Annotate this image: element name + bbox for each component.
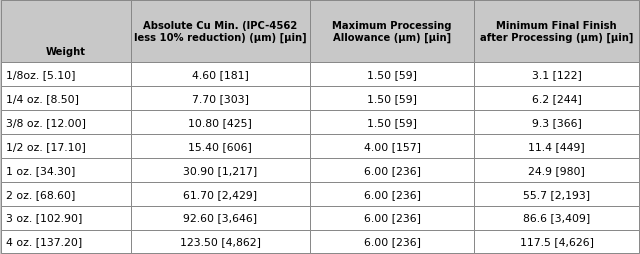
Text: 86.6 [3,409]: 86.6 [3,409] [523,213,590,223]
Bar [131,158,310,182]
Bar [310,134,474,158]
Bar [474,110,639,134]
Bar [131,182,310,206]
Text: 30.90 [1,217]: 30.90 [1,217] [183,165,257,175]
Text: 4 oz. [137.20]: 4 oz. [137.20] [6,236,83,247]
Bar [1,230,131,253]
Bar [1,63,131,87]
Text: Absolute Cu Min. (IPC-4562
less 10% reduction) (μm) [μin]: Absolute Cu Min. (IPC-4562 less 10% redu… [134,21,307,43]
Bar [474,230,639,253]
Bar [310,63,474,87]
Text: 6.00 [236]: 6.00 [236] [364,213,420,223]
Text: Minimum Final Finish
after Processing (μm) [μin]: Minimum Final Finish after Processing (μ… [480,21,633,43]
Bar [1,1,131,63]
Text: 1/4 oz. [8.50]: 1/4 oz. [8.50] [6,93,79,103]
Text: 10.80 [425]: 10.80 [425] [188,117,252,127]
Text: 61.70 [2,429]: 61.70 [2,429] [183,189,257,199]
Text: 7.70 [303]: 7.70 [303] [192,93,249,103]
Text: 92.60 [3,646]: 92.60 [3,646] [183,213,257,223]
Bar [310,1,474,63]
Bar [131,110,310,134]
Bar [310,230,474,253]
Text: 1.50 [59]: 1.50 [59] [367,117,417,127]
Text: 24.9 [980]: 24.9 [980] [528,165,585,175]
Bar [131,1,310,63]
Text: 6.00 [236]: 6.00 [236] [364,236,420,247]
Text: 3.1 [122]: 3.1 [122] [532,70,582,80]
Bar [1,110,131,134]
Bar [1,87,131,110]
Bar [474,206,639,230]
Bar [1,158,131,182]
Bar [131,134,310,158]
Text: 9.3 [366]: 9.3 [366] [532,117,582,127]
Text: 117.5 [4,626]: 117.5 [4,626] [520,236,593,247]
Bar [474,158,639,182]
Bar [310,158,474,182]
Text: 1/8oz. [5.10]: 1/8oz. [5.10] [6,70,76,80]
Bar [131,87,310,110]
Bar [131,230,310,253]
Text: 6.2 [244]: 6.2 [244] [532,93,582,103]
Text: 3 oz. [102.90]: 3 oz. [102.90] [6,213,83,223]
Bar [1,206,131,230]
Text: 1.50 [59]: 1.50 [59] [367,70,417,80]
Text: 11.4 [449]: 11.4 [449] [528,141,585,151]
Bar [310,110,474,134]
Text: 6.00 [236]: 6.00 [236] [364,189,420,199]
Text: 1/2 oz. [17.10]: 1/2 oz. [17.10] [6,141,86,151]
Text: 4.60 [181]: 4.60 [181] [192,70,249,80]
Bar [474,1,639,63]
Bar [310,87,474,110]
Text: 1 oz. [34.30]: 1 oz. [34.30] [6,165,76,175]
Text: 6.00 [236]: 6.00 [236] [364,165,420,175]
Text: 55.7 [2,193]: 55.7 [2,193] [523,189,590,199]
Text: 4.00 [157]: 4.00 [157] [364,141,420,151]
Bar [474,87,639,110]
Text: 123.50 [4,862]: 123.50 [4,862] [180,236,261,247]
Bar [310,182,474,206]
Bar [131,63,310,87]
Text: Weight: Weight [46,46,86,56]
Bar [474,182,639,206]
Text: 3/8 oz. [12.00]: 3/8 oz. [12.00] [6,117,86,127]
Bar [474,63,639,87]
Bar [1,182,131,206]
Bar [310,206,474,230]
Text: Maximum Processing
Allowance (μm) [μin]: Maximum Processing Allowance (μm) [μin] [332,21,452,43]
Bar [474,134,639,158]
Text: 15.40 [606]: 15.40 [606] [188,141,252,151]
Bar [131,206,310,230]
Bar [1,134,131,158]
Text: 1.50 [59]: 1.50 [59] [367,93,417,103]
Text: 2 oz. [68.60]: 2 oz. [68.60] [6,189,76,199]
